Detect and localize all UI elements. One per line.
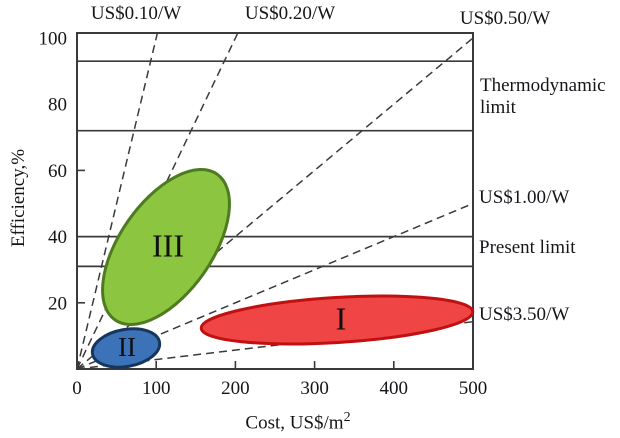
x-tick-label-0: 0 bbox=[72, 378, 82, 399]
x-tick-label-100: 100 bbox=[142, 378, 171, 399]
plot-border bbox=[76, 32, 474, 370]
y-tick-label-40: 40 bbox=[48, 227, 67, 248]
price-line-label-3-50: US$3.50/W bbox=[479, 304, 570, 325]
generation-ellipse-I bbox=[199, 294, 475, 346]
x-tick-label-200: 200 bbox=[221, 378, 250, 399]
price-line-label-0-20: US$0.20/W bbox=[244, 3, 336, 24]
present-limit-label: Present limit bbox=[479, 237, 576, 258]
price-ray-0.10 bbox=[77, 33, 159, 369]
generation-label-I: I bbox=[336, 300, 347, 336]
y-tick-label-20: 20 bbox=[48, 293, 67, 314]
price-line-label-1-00: US$1.00/W bbox=[479, 187, 570, 208]
generation-ellipse-II bbox=[90, 327, 162, 369]
y-tick-label-100: 100 bbox=[39, 29, 68, 50]
y-axis-title: Efficiency,% bbox=[8, 148, 29, 248]
x-tick-label-300: 300 bbox=[300, 378, 329, 399]
price-line-label-0-50: US$0.50/W bbox=[459, 8, 551, 29]
x-axis-title: Cost, US$/m2 bbox=[245, 410, 350, 434]
generation-ellipse-III bbox=[101, 167, 231, 327]
x-axis-title-text: Cost, US$/m bbox=[245, 412, 344, 434]
generation-label-II: II bbox=[118, 332, 136, 362]
generation-label-III: III bbox=[152, 227, 184, 263]
x-axis-title-sup: 2 bbox=[343, 410, 351, 425]
y-tick-label-80: 80 bbox=[48, 95, 67, 116]
x-tick-label-500: 500 bbox=[459, 378, 488, 399]
x-tick-label-400: 400 bbox=[380, 378, 409, 399]
thermodynamic-limit-label: Thermodynamic limit bbox=[480, 75, 606, 118]
price-line-label-0-10: US$0.10/W bbox=[90, 3, 182, 24]
y-tick-label-60: 60 bbox=[48, 161, 67, 182]
